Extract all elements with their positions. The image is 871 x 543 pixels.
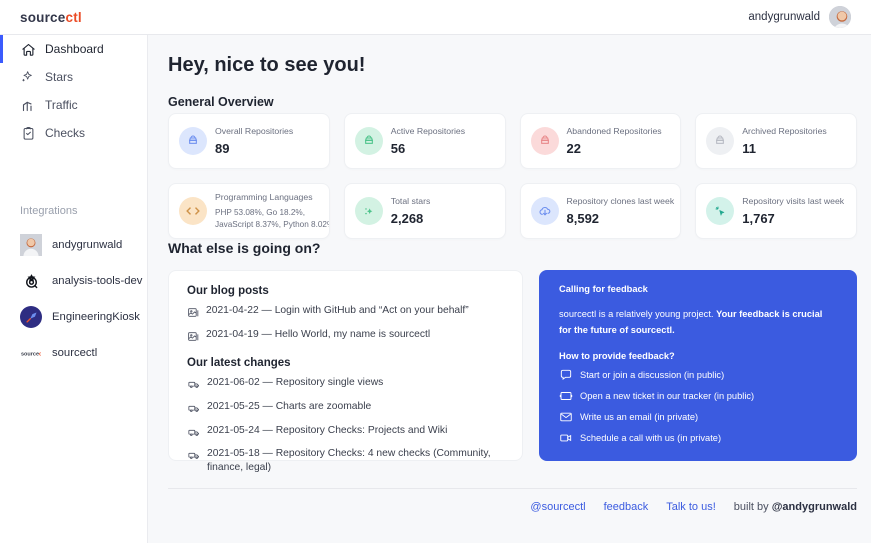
svg-text:sourcectl: sourcectl [21, 351, 41, 357]
